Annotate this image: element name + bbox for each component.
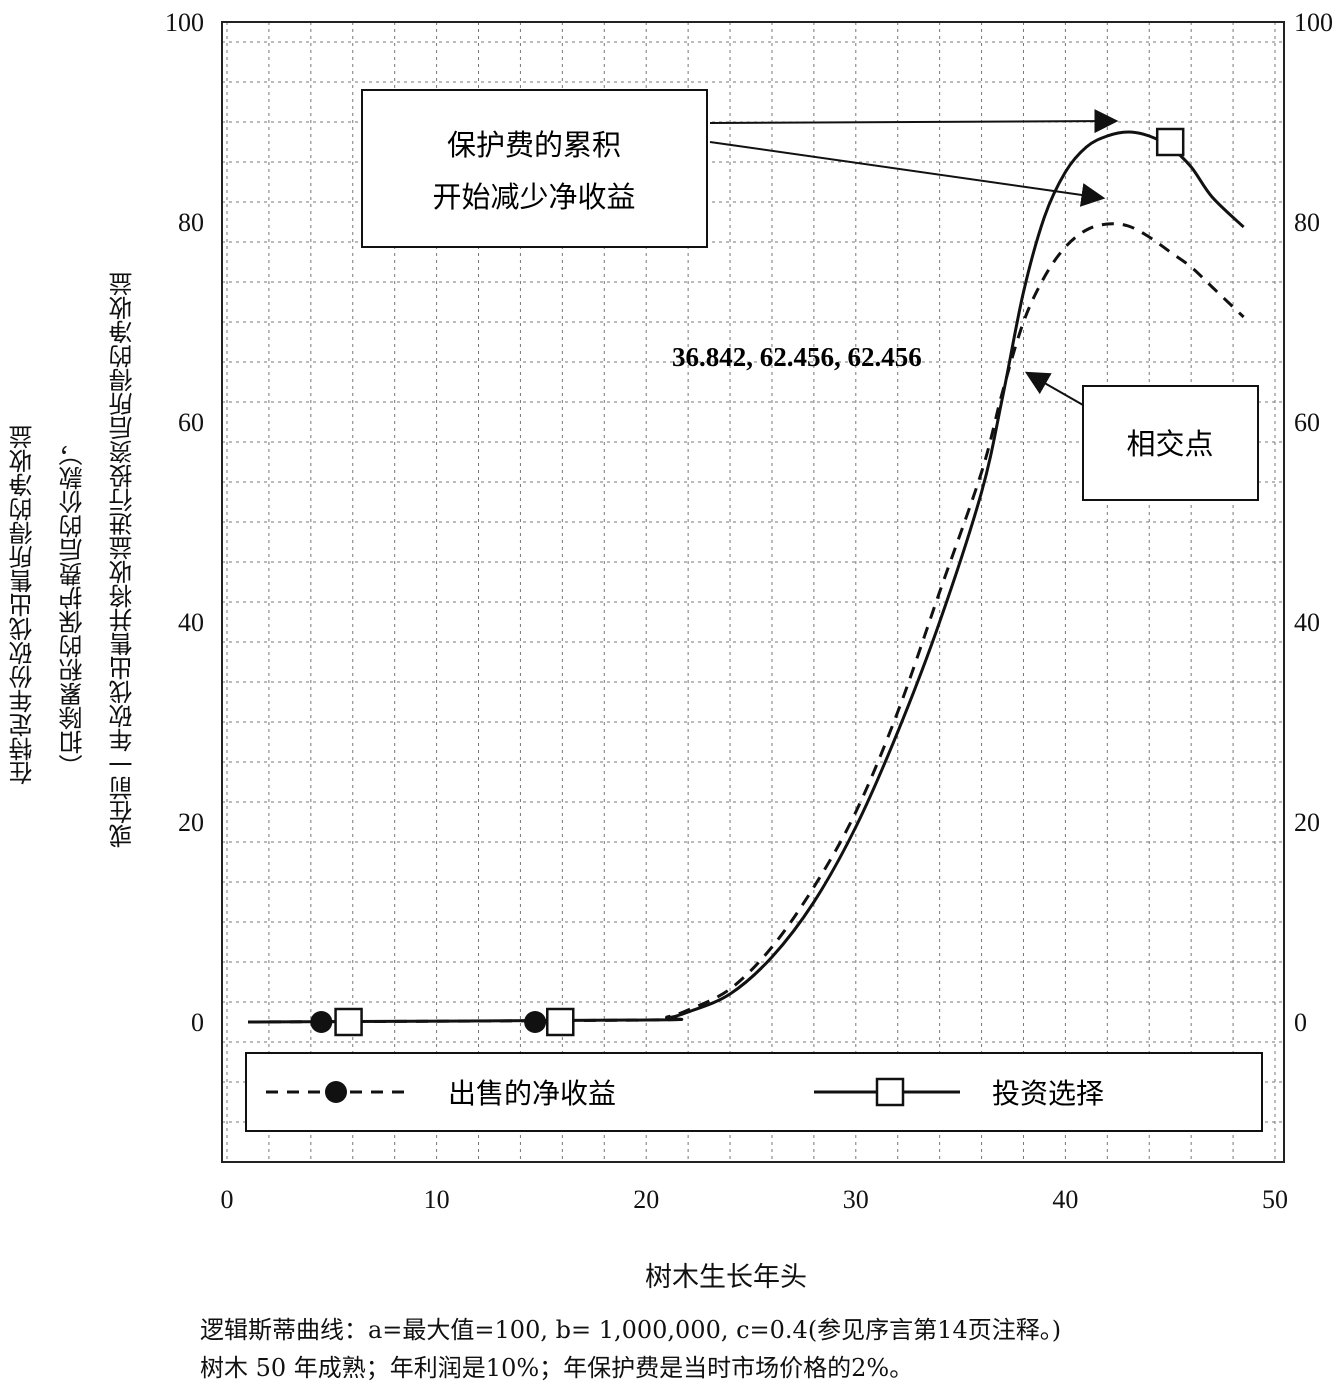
y-tick-right-label: 80 xyxy=(1294,208,1320,237)
series-point-sale xyxy=(524,1011,547,1033)
x-tick-label: 10 xyxy=(424,1185,450,1214)
x-axis: 0 10 20 30 40 50 xyxy=(221,1185,1289,1214)
x-tick-label: 30 xyxy=(843,1185,869,1214)
series-point-invest xyxy=(1155,127,1185,157)
caption-line2: 树木 50 年成熟；年利润是10%；年保护费是当时市场价格的2%。 xyxy=(200,1354,914,1382)
y-axis-right: 0 20 40 60 80 100 xyxy=(1294,8,1333,1037)
annotation-accumulation: 保护费的累积 开始减少净收益 xyxy=(361,89,1119,248)
x-tick-label: 50 xyxy=(1262,1185,1288,1214)
caption-line1: 逻辑斯蒂曲线：a=最大值=100, b= 1,000,000, c=0.4(参见… xyxy=(200,1316,1062,1344)
y-axis-label-line3: 或在前一年砍伐出售并将收益进行投资后所得的净收益 xyxy=(109,272,137,848)
legend-label-sale: 出售的净收益 xyxy=(448,1077,616,1110)
intersection-coordinates: 36.842, 62.456, 62.456 xyxy=(672,342,922,372)
y-tick-left-label: 60 xyxy=(178,408,204,437)
plot-area xyxy=(221,21,1285,1163)
series-point-invest xyxy=(334,1007,363,1037)
y-tick-right-label: 0 xyxy=(1294,1008,1307,1037)
legend-marker-invest xyxy=(875,1077,905,1107)
legend-marker-sale xyxy=(325,1081,347,1103)
y-axis-label-line2: （扣除累积的保护费后的价款）， xyxy=(59,430,87,778)
y-tick-right-label: 40 xyxy=(1294,608,1320,637)
series-line-invest xyxy=(247,130,1245,1024)
markers-layer xyxy=(310,127,1185,1037)
y-axis-label-line1: 在特定年份砍伐出售所得的净收益 xyxy=(9,425,37,785)
annotation-accumulation-line1: 保护费的累积 xyxy=(447,128,621,162)
x-tick-label: 20 xyxy=(633,1185,659,1214)
y-tick-right-label: 100 xyxy=(1294,8,1333,37)
series-layer xyxy=(247,130,1245,1024)
x-axis-label: 树木生长年头 xyxy=(645,1262,807,1293)
x-tick-label: 40 xyxy=(1052,1185,1078,1214)
y-tick-left-label: 20 xyxy=(178,808,204,837)
annotation-intersection-label: 相交点 xyxy=(1126,427,1213,461)
legend: 出售的净收益 投资选择 xyxy=(245,1052,1263,1132)
y-tick-left-label: 80 xyxy=(178,208,204,237)
x-tick-label: 0 xyxy=(221,1185,234,1214)
y-tick-left-label: 100 xyxy=(165,8,204,37)
y-tick-left-label: 40 xyxy=(178,608,204,637)
series-point-sale xyxy=(310,1011,333,1033)
y-tick-right-label: 60 xyxy=(1294,408,1320,437)
annotation-intersection: 相交点 xyxy=(1024,371,1259,501)
annotation-accumulation-line2: 开始减少净收益 xyxy=(432,180,635,214)
legend-label-invest: 投资选择 xyxy=(992,1077,1104,1110)
y-tick-right-label: 20 xyxy=(1294,808,1320,837)
y-tick-left-label: 0 xyxy=(191,1008,204,1037)
series-point-invest xyxy=(546,1007,575,1037)
y-axis-left: 0 20 40 60 80 100 xyxy=(165,8,204,1037)
